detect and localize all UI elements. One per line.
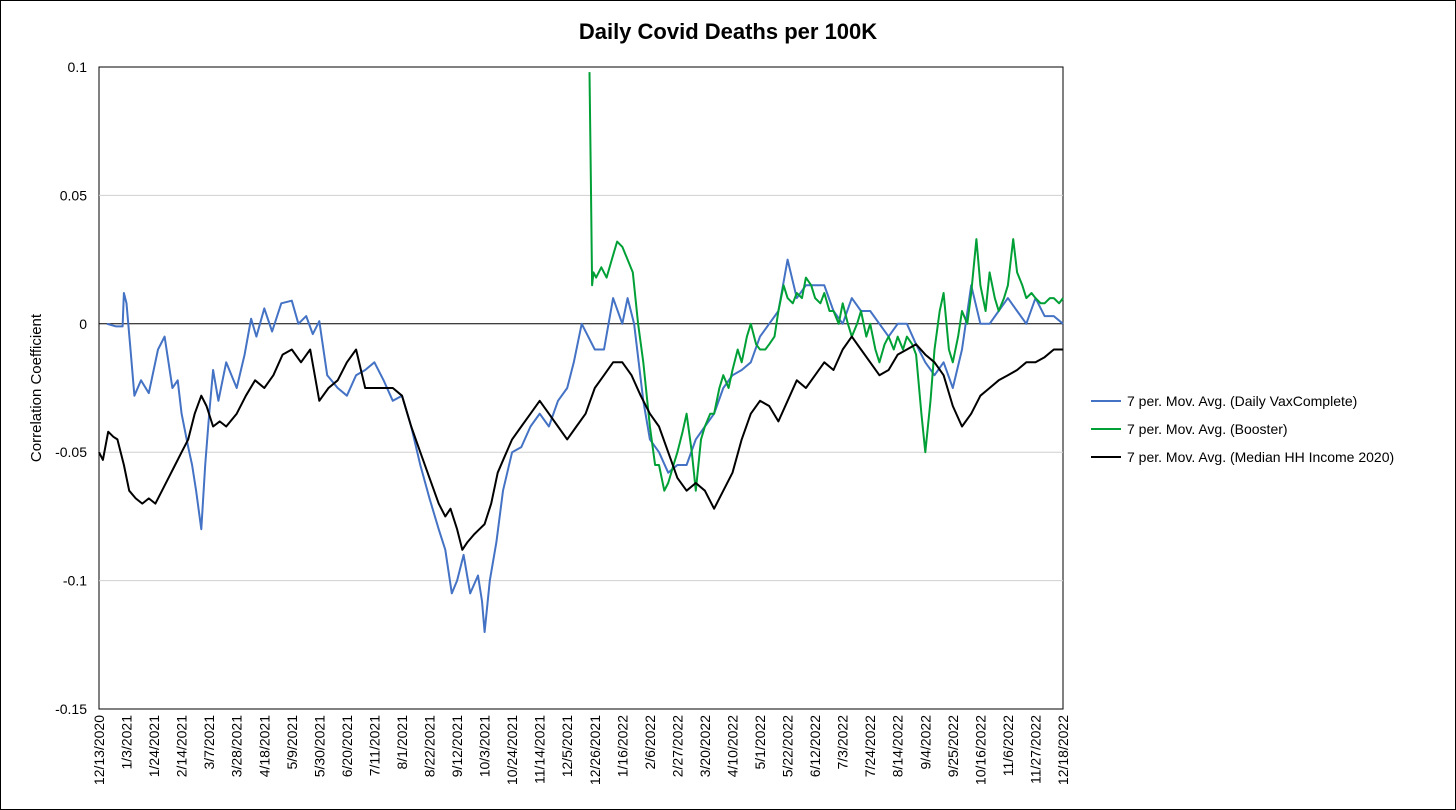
x-tick-label: 9/4/2022 — [917, 715, 933, 770]
x-tick-label: 7/24/2022 — [862, 715, 878, 777]
plot-area — [98, 66, 1064, 710]
x-tick-label: 8/1/2021 — [394, 715, 410, 770]
y-axis-label: Correlation Coefficient — [28, 313, 45, 462]
y-tick-label: 0.05 — [60, 187, 87, 203]
x-tick-label: 1/24/2021 — [146, 715, 162, 777]
x-tick-label: 7/3/2022 — [835, 715, 851, 770]
x-tick-label: 10/24/2021 — [504, 715, 520, 785]
legend-label: 7 per. Mov. Avg. (Daily VaxComplete) — [1127, 393, 1357, 409]
x-tick-label: 2/14/2021 — [174, 715, 190, 777]
y-axis-ticks: 0.1 0.05 0 -0.05 -0.1 -0.15 — [55, 59, 87, 717]
x-tick-label: 1/3/2021 — [119, 715, 135, 770]
x-tick-label: 4/10/2022 — [724, 715, 740, 777]
x-tick-label: 10/3/2021 — [477, 715, 493, 777]
x-tick-label: 9/12/2021 — [449, 715, 465, 777]
series-lines — [98, 72, 1064, 633]
y-tick-label: -0.05 — [55, 444, 87, 460]
x-axis-ticks: 12/13/2020 1/3/2021 1/24/2021 2/14/2021 3/7/… — [91, 715, 1071, 785]
legend-label: 7 per. Mov. Avg. (Booster) — [1127, 421, 1288, 437]
x-tick-label: 7/11/2021 — [366, 715, 382, 776]
x-tick-label: 12/18/2022 — [1055, 715, 1071, 785]
series-line-2 — [588, 72, 1064, 492]
x-tick-label: 12/5/2021 — [559, 715, 575, 777]
x-tick-label: 10/16/2022 — [972, 715, 988, 785]
legend-label: 7 per. Mov. Avg. (Median HH Income 2020) — [1127, 449, 1394, 465]
series-line-3 — [98, 335, 1063, 551]
x-tick-label: 1/16/2022 — [614, 715, 630, 777]
x-tick-label: 8/14/2022 — [890, 715, 906, 777]
chart-title: Daily Covid Deaths per 100K — [579, 19, 877, 44]
x-tick-label: 6/12/2022 — [807, 715, 823, 777]
x-tick-label: 5/22/2022 — [780, 715, 796, 777]
x-tick-label: 8/22/2021 — [422, 715, 438, 777]
series-line-1 — [106, 258, 1064, 633]
x-tick-label: 2/6/2022 — [642, 715, 658, 770]
y-tick-label: -0.1 — [63, 573, 87, 589]
x-tick-label: 2/27/2022 — [669, 715, 685, 777]
legend: 7 per. Mov. Avg. (Daily VaxComplete) 7 pe… — [1091, 393, 1394, 465]
x-tick-label: 5/30/2021 — [311, 715, 327, 777]
x-tick-label: 11/6/2022 — [1000, 715, 1016, 776]
x-tick-label: 3/20/2022 — [697, 715, 713, 777]
y-tick-label: 0.1 — [68, 59, 88, 75]
y-tick-label: -0.15 — [55, 701, 87, 717]
x-tick-label: 12/13/2020 — [91, 715, 107, 785]
x-tick-label: 9/25/2022 — [945, 715, 961, 777]
x-tick-label: 5/9/2021 — [284, 715, 300, 770]
x-tick-label: 5/1/2022 — [752, 715, 768, 770]
x-tick-label: 3/28/2021 — [229, 715, 245, 777]
x-tick-label: 11/14/2021 — [532, 715, 548, 784]
x-tick-label: 12/26/2021 — [587, 715, 603, 785]
x-tick-label: 3/7/2021 — [201, 715, 217, 770]
y-tick-label: 0 — [79, 316, 87, 332]
x-tick-label: 4/18/2021 — [256, 715, 272, 777]
x-tick-label: 11/27/2022 — [1027, 715, 1043, 784]
x-tick-label: 6/20/2021 — [339, 715, 355, 777]
